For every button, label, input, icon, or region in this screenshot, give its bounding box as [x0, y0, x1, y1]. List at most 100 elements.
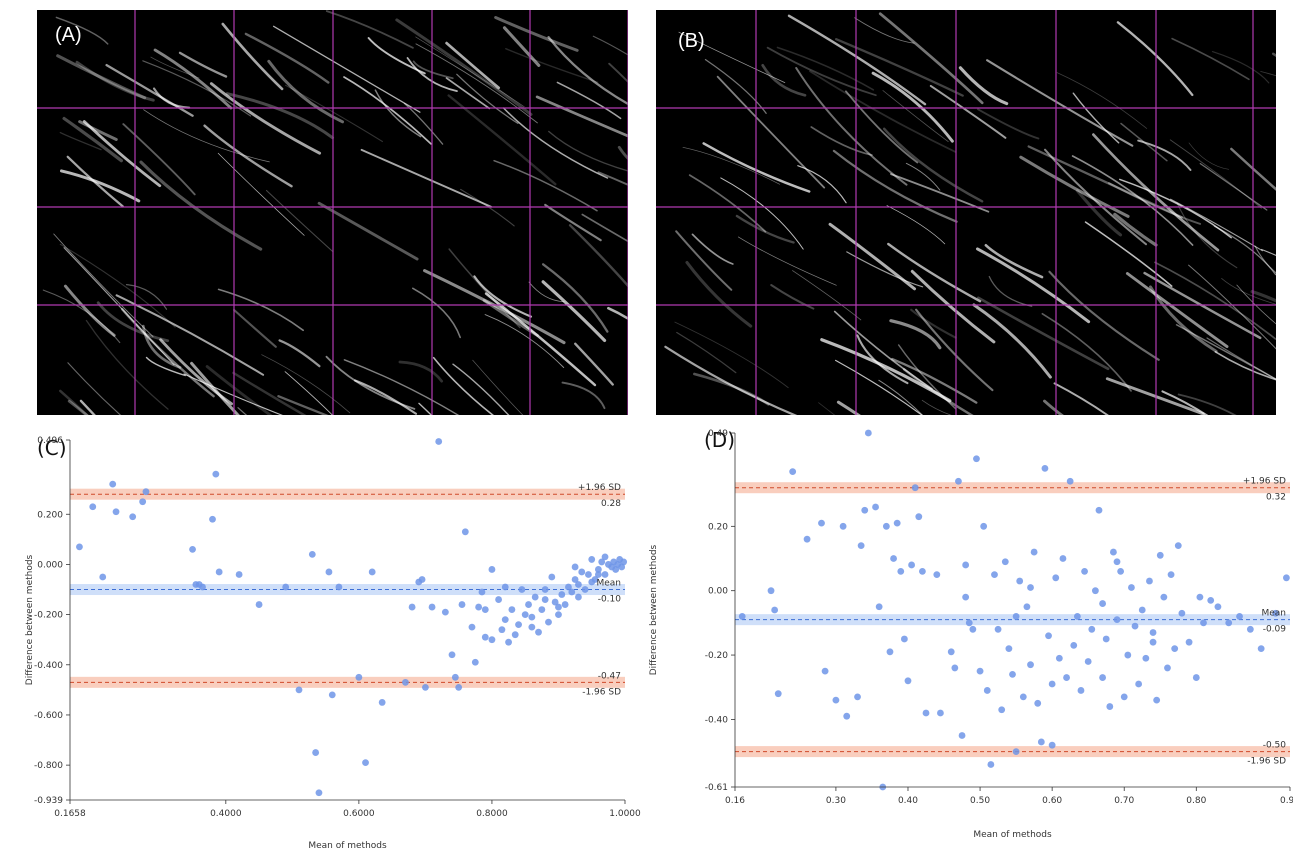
- data-point: [518, 586, 526, 593]
- data-point: [904, 677, 912, 685]
- data-point: [451, 673, 459, 681]
- data-point: [839, 522, 847, 530]
- data-point: [455, 683, 463, 691]
- collagen-fiber: [374, 89, 422, 138]
- data-point: [1149, 638, 1157, 646]
- collagen-fiber: [797, 165, 847, 204]
- data-point: [821, 667, 829, 675]
- data-point: [893, 519, 901, 527]
- collagen-fiber: [1019, 155, 1130, 218]
- collagen-fiber: [809, 70, 957, 153]
- data-point: [1124, 651, 1132, 659]
- collagen-fiber: [548, 130, 628, 172]
- data-point: [528, 623, 536, 631]
- data-point: [1142, 654, 1150, 662]
- collagen-fiber: [403, 102, 444, 145]
- collagen-fiber: [1206, 337, 1276, 380]
- collagen-fiber: [1169, 139, 1262, 209]
- collagen-fiber: [856, 334, 909, 385]
- collagen-fiber: [986, 59, 1134, 147]
- data-point: [1106, 703, 1114, 710]
- collagen-fiber: [902, 368, 974, 415]
- y-tick-label: 0.49: [708, 429, 728, 439]
- collagen-fiber: [528, 281, 565, 303]
- collagen-fiber: [958, 66, 1009, 106]
- collagen-fiber: [810, 126, 873, 156]
- collagen-fiber: [1041, 312, 1132, 392]
- data-point: [832, 696, 840, 704]
- collagen-fiber: [891, 357, 978, 404]
- data-point: [1077, 687, 1085, 694]
- data-point: [1282, 574, 1290, 582]
- data-point: [355, 673, 363, 681]
- collagen-fiber: [59, 131, 102, 151]
- collagen-fiber: [675, 230, 733, 291]
- collagen-fiber: [78, 120, 118, 141]
- collagen-fiber: [1161, 390, 1209, 415]
- data-point: [1102, 635, 1110, 643]
- data-point: [538, 606, 546, 613]
- collagen-fiber: [1188, 142, 1230, 170]
- data-point: [139, 498, 147, 506]
- collagen-fiber: [685, 260, 753, 328]
- collagen-fiber: [343, 76, 432, 145]
- data-point: [937, 709, 944, 717]
- data-point: [189, 545, 196, 553]
- collagen-fiber: [494, 16, 579, 52]
- data-point: [598, 558, 606, 566]
- data-point: [511, 631, 519, 639]
- collagen-fiber: [854, 17, 915, 44]
- data-point: [199, 583, 206, 591]
- collagen-fiber: [792, 270, 862, 321]
- y-tick-label: -0.200: [34, 611, 63, 621]
- collagen-fiber: [688, 174, 767, 233]
- data-point: [501, 616, 509, 624]
- collagen-fiber: [244, 32, 330, 84]
- data-point: [854, 693, 861, 701]
- collagen-fiber: [190, 361, 240, 415]
- data-point: [109, 480, 117, 488]
- collagen-fiber: [1125, 272, 1229, 349]
- data-point: [886, 648, 894, 656]
- data-point: [581, 586, 589, 593]
- data-point: [1272, 609, 1279, 617]
- collagen-fiber: [62, 116, 123, 163]
- collagen-fiber: [1113, 212, 1158, 247]
- collagen-fiber: [878, 12, 984, 105]
- data-point: [501, 583, 509, 591]
- data-point: [475, 603, 483, 611]
- data-point: [99, 573, 107, 581]
- y-tick-label: -0.20: [705, 651, 729, 661]
- collagen-fiber: [1053, 382, 1109, 415]
- data-point: [601, 553, 609, 561]
- data-point: [1164, 664, 1171, 672]
- mean-label: Mean: [1261, 609, 1286, 619]
- data-point: [545, 618, 552, 626]
- collagen-fiber: [972, 303, 1052, 379]
- data-point: [789, 468, 797, 476]
- collagen-fiber: [1250, 290, 1276, 303]
- collagen-fiber: [832, 149, 958, 223]
- x-tick-label: 0.93: [1280, 796, 1293, 806]
- data-point: [215, 568, 223, 576]
- data-point: [1030, 548, 1038, 556]
- data-point: [933, 571, 941, 578]
- collagen-fiber: [556, 81, 622, 120]
- data-point: [1149, 629, 1157, 636]
- data-point: [872, 503, 879, 511]
- collagen-fiber: [761, 63, 807, 97]
- data-point: [488, 636, 496, 644]
- collagen-fiber: [535, 95, 628, 138]
- panel-label-a: (A): [55, 24, 82, 46]
- collagen-fiber: [284, 371, 333, 415]
- data-point: [488, 566, 496, 573]
- collagen-fiber: [115, 294, 265, 376]
- data-point: [965, 619, 973, 627]
- collagen-fiber: [828, 222, 916, 291]
- collagen-fiber: [183, 373, 283, 415]
- x-tick-label: 0.60: [1042, 796, 1062, 806]
- data-point: [541, 596, 549, 603]
- data-point: [335, 583, 343, 591]
- data-point: [575, 593, 582, 601]
- collagen-fiber: [905, 162, 941, 191]
